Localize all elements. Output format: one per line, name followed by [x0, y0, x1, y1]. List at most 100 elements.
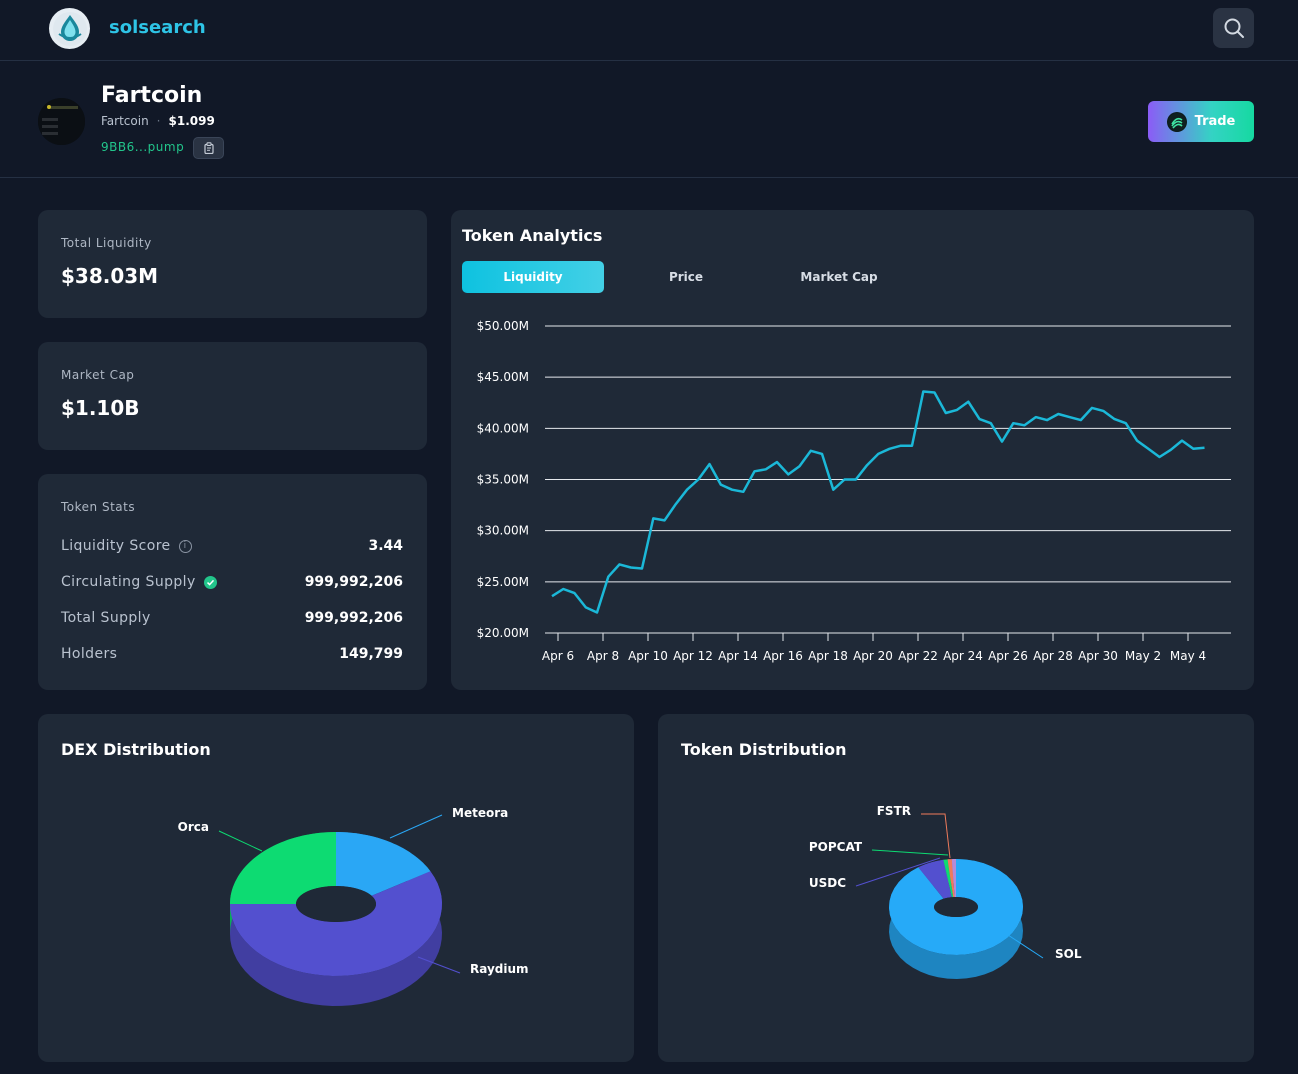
x-tick-label: Apr 18 — [808, 649, 848, 663]
total-supply-label: Total Supply — [61, 610, 151, 626]
market-cap-card: Market Cap $1.10B — [38, 342, 427, 450]
liquidity-score-label: Liquidity Score — [61, 538, 171, 554]
token-header: Fartcoin Fartcoin · $1.099 9BB6...pump T… — [0, 61, 1298, 178]
x-tick-label: Apr 20 — [853, 649, 893, 663]
stats-row-total-supply: Total Supply 999,992,206 — [61, 608, 403, 628]
pie-leader-line — [871, 849, 949, 856]
pie-label-fstr: FSTR — [877, 804, 911, 818]
token-price: $1.099 — [168, 114, 215, 128]
pie-slice-popcat — [943, 859, 954, 898]
trade-token-icon — [1166, 111, 1187, 132]
pie-label-sol: SOL — [1055, 947, 1082, 961]
token-symbol: Fartcoin — [101, 114, 149, 128]
total-liquidity-label: Total Liquidity — [61, 236, 152, 250]
liquidity-series-line — [551, 390, 1205, 614]
liquidity-score-value: 3.44 — [368, 538, 403, 554]
x-tick-label: Apr 16 — [763, 649, 803, 663]
app-logo-icon[interactable] — [49, 8, 90, 49]
token-name: Fartcoin — [101, 83, 203, 108]
pie-label-raydium: Raydium — [470, 962, 529, 976]
donut-hole — [934, 897, 978, 917]
separator-dot: · — [156, 114, 161, 128]
pie-slice-side — [230, 871, 442, 1006]
stats-row-liquidity-score: Liquidity Score i 3.44 — [61, 536, 403, 556]
pie-slice-usdc — [918, 859, 952, 899]
y-tick-label: $45.00M — [477, 370, 529, 384]
market-cap-value: $1.10B — [61, 396, 140, 420]
token-stats-card: Token Stats Liquidity Score i 3.44 Circul… — [38, 474, 427, 690]
token-analytics-card: Token Analytics Liquidity Price Market C… — [451, 210, 1254, 690]
token-distribution-card: Token Distribution SOL USDC POPCAT FSTR — [658, 714, 1254, 1062]
token-analytics-title: Token Analytics — [462, 226, 603, 245]
verified-check-icon — [203, 575, 217, 589]
pie-leader-line — [1007, 934, 1044, 959]
holders-value: 149,799 — [339, 646, 403, 662]
dex-distribution-title: DEX Distribution — [61, 740, 211, 759]
total-supply-value: 999,992,206 — [304, 610, 403, 626]
x-tick-label: Apr 8 — [587, 649, 619, 663]
token-distribution-title: Token Distribution — [681, 740, 847, 759]
search-icon — [1224, 18, 1244, 38]
search-button[interactable] — [1213, 8, 1254, 48]
token-avatar — [38, 98, 85, 145]
y-tick-label: $50.00M — [477, 319, 529, 333]
pie-slice-orca — [230, 832, 336, 904]
top-bar: solsearch — [0, 0, 1298, 61]
pie-slice-raydium — [230, 871, 442, 976]
market-cap-label: Market Cap — [61, 368, 135, 382]
trade-label: Trade — [1194, 114, 1236, 129]
trade-button[interactable]: Trade — [1148, 101, 1254, 142]
token-stats-title: Token Stats — [61, 500, 136, 514]
copy-icon — [203, 142, 214, 154]
y-tick-label: $25.00M — [477, 575, 529, 589]
x-tick-label: Apr 30 — [1078, 649, 1118, 663]
y-tick-label: $35.00M — [477, 473, 529, 487]
token-subtitle: Fartcoin · $1.099 — [101, 114, 215, 128]
token-address[interactable]: 9BB6...pump — [101, 140, 185, 154]
x-tick-label: Apr 28 — [1033, 649, 1073, 663]
x-tick-label: May 4 — [1170, 649, 1206, 663]
y-tick-label: $20.00M — [477, 626, 529, 640]
x-tick-label: Apr 12 — [673, 649, 713, 663]
dex-distribution-pie-chart: Meteora Raydium Orca — [178, 806, 529, 1006]
pie-slice-meteora — [336, 832, 431, 896]
holders-label: Holders — [61, 646, 118, 662]
circulating-supply-value: 999,992,206 — [304, 574, 403, 590]
stats-row-circulating-supply: Circulating Supply 999,992,206 — [61, 572, 403, 592]
brand-name[interactable]: solsearch — [109, 17, 206, 38]
pie-slice-sol — [889, 859, 1023, 955]
pie-leader-line — [218, 830, 263, 852]
donut-hole — [296, 886, 376, 922]
analytics-tabs: Liquidity Price Market Cap — [462, 261, 921, 293]
copy-address-button[interactable] — [193, 137, 224, 159]
x-tick-label: Apr 14 — [718, 649, 758, 663]
pie-label-meteora: Meteora — [452, 806, 508, 820]
tab-liquidity[interactable]: Liquidity — [462, 261, 604, 293]
pie-slice-other — [951, 859, 956, 897]
token-distribution-pie-chart: SOL USDC POPCAT FSTR — [809, 804, 1082, 979]
x-tick-label: Apr 10 — [628, 649, 668, 663]
y-tick-label: $40.00M — [477, 421, 529, 435]
pie-label-popcat: POPCAT — [809, 840, 863, 854]
y-tick-label: $30.00M — [477, 524, 529, 538]
pie-slice-fstr — [947, 859, 955, 898]
liquidity-line-chart: $50.00M $45.00M $40.00M $35.00M $30.00M $25.0… — [477, 319, 1231, 663]
x-tick-label: Apr 24 — [943, 649, 983, 663]
pie-leader-line — [389, 814, 443, 839]
pie-label-usdc: USDC — [809, 876, 846, 890]
x-tick-label: Apr 26 — [988, 649, 1028, 663]
x-tick-label: Apr 6 — [542, 649, 574, 663]
total-liquidity-value: $38.03M — [61, 264, 159, 288]
circulating-supply-label: Circulating Supply — [61, 574, 196, 590]
dex-distribution-card: DEX Distribution Meteora Raydium Orca — [38, 714, 634, 1062]
total-liquidity-card: Total Liquidity $38.03M — [38, 210, 427, 318]
pie-leader-line — [855, 857, 941, 887]
x-tick-label: Apr 22 — [898, 649, 938, 663]
pie-label-orca: Orca — [178, 820, 209, 834]
tab-price[interactable]: Price — [668, 270, 704, 284]
pie-leader-line — [417, 956, 461, 974]
pie-leader-line — [921, 813, 951, 859]
info-icon[interactable]: i — [178, 539, 192, 553]
x-tick-label: May 2 — [1125, 649, 1161, 663]
tab-market-cap[interactable]: Market Cap — [800, 270, 878, 284]
